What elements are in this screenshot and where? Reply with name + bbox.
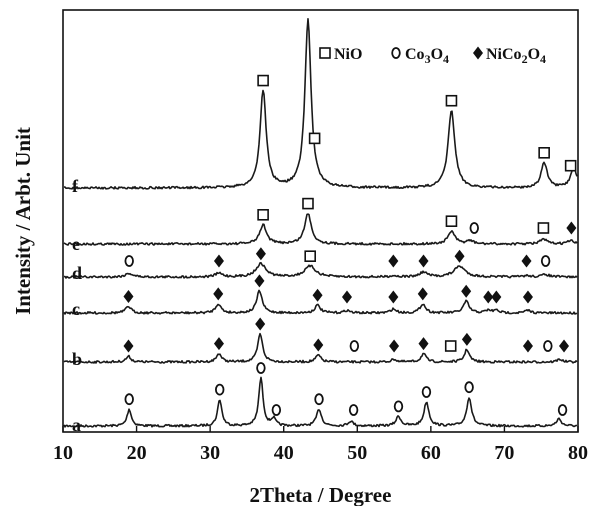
trace-a xyxy=(63,376,578,428)
marker-f-1 xyxy=(308,132,321,145)
marker-e-5 xyxy=(566,221,577,235)
legend-label-2: NiCo2O4 xyxy=(486,46,546,66)
marker-c-4 xyxy=(341,290,352,304)
marker-a-2 xyxy=(256,362,266,374)
marker-b-9 xyxy=(522,339,533,353)
series-label-f: f xyxy=(72,176,79,196)
marker-c-5 xyxy=(388,290,399,304)
marker-c-0 xyxy=(123,290,134,303)
trace-c xyxy=(63,289,578,315)
marker-b-8 xyxy=(461,332,472,346)
marker-b-11 xyxy=(559,339,570,353)
marker-a-4 xyxy=(314,393,324,406)
trace-f xyxy=(63,17,578,190)
marker-d-7 xyxy=(521,254,532,268)
marker-a-3 xyxy=(271,404,282,416)
plot-frame xyxy=(62,9,579,433)
series-label-b: b xyxy=(72,349,82,369)
marker-b-5 xyxy=(389,339,400,353)
series-label-e: e xyxy=(72,234,80,254)
marker-c-7 xyxy=(461,284,472,298)
series-label-c: c xyxy=(72,299,80,319)
legend-label-0: NiO xyxy=(334,46,362,63)
marker-c-1 xyxy=(213,287,224,301)
marker-a-8 xyxy=(464,381,474,394)
marker-e-4 xyxy=(537,222,550,234)
marker-b-6 xyxy=(418,337,429,351)
marker-b-3 xyxy=(313,338,324,352)
legend-marker-0 xyxy=(319,47,331,59)
marker-d-2 xyxy=(255,247,266,261)
legend-marker-1 xyxy=(391,47,401,59)
marker-d-3 xyxy=(304,250,317,262)
marker-f-0 xyxy=(257,74,269,87)
x-tick-label-1: 20 xyxy=(127,442,147,464)
x-axis-label: 2Theta / Degree xyxy=(250,483,392,506)
marker-a-5 xyxy=(348,404,359,416)
marker-f-3 xyxy=(538,147,550,159)
marker-d-8 xyxy=(540,255,551,267)
marker-c-9 xyxy=(491,290,502,304)
marker-b-0 xyxy=(123,339,134,353)
marker-b-1 xyxy=(213,337,224,351)
phase-markers xyxy=(123,74,577,416)
trace-d xyxy=(64,261,578,279)
y-axis-label: Intensity / Arbt. Unit xyxy=(11,127,35,315)
x-tick-label-3: 40 xyxy=(274,442,294,464)
marker-c-6 xyxy=(417,287,428,301)
marker-e-0 xyxy=(257,209,269,221)
legend-label-1: Co3O4 xyxy=(405,46,449,66)
x-tick-label-2: 30 xyxy=(200,442,220,464)
x-tick-label-7: 80 xyxy=(568,442,588,464)
series-label-a: a xyxy=(72,415,81,435)
marker-c-10 xyxy=(522,290,533,304)
series-labels: a b cde f xyxy=(72,176,82,435)
marker-f-4 xyxy=(564,159,577,172)
trace-e xyxy=(63,213,578,246)
marker-c-8 xyxy=(483,290,494,304)
marker-f-2 xyxy=(445,94,458,107)
marker-a-6 xyxy=(393,400,404,413)
marker-a-9 xyxy=(557,404,568,416)
marker-b-7 xyxy=(444,340,457,352)
marker-b-4 xyxy=(349,340,360,352)
marker-c-2 xyxy=(254,274,265,288)
x-tick-label-0: 10 xyxy=(53,442,73,464)
marker-d-4 xyxy=(388,254,399,268)
x-tick-label-5: 60 xyxy=(421,442,441,464)
marker-b-10 xyxy=(543,340,553,352)
x-tick-label-6: 70 xyxy=(494,442,514,464)
x-tick-label-4: 50 xyxy=(347,442,367,464)
marker-e-3 xyxy=(469,222,479,234)
marker-d-0 xyxy=(124,255,134,267)
marker-e-2 xyxy=(445,215,458,227)
marker-a-0 xyxy=(124,393,134,406)
marker-c-3 xyxy=(312,288,323,302)
marker-d-5 xyxy=(418,254,429,268)
trace-b xyxy=(63,332,578,364)
legend-marker-2 xyxy=(473,46,483,60)
marker-b-2 xyxy=(255,317,266,331)
series-label-d: d xyxy=(72,263,82,283)
marker-a-1 xyxy=(215,383,225,396)
x-axis-ticks: 10 20 30 40 50 60 70 80 xyxy=(53,426,588,464)
traces xyxy=(63,17,578,428)
marker-d-6 xyxy=(454,249,465,263)
legend: NiO Co3O4 NiCo2O4 xyxy=(319,46,546,66)
marker-d-1 xyxy=(213,254,224,268)
marker-e-1 xyxy=(302,197,314,210)
marker-a-7 xyxy=(421,386,432,398)
